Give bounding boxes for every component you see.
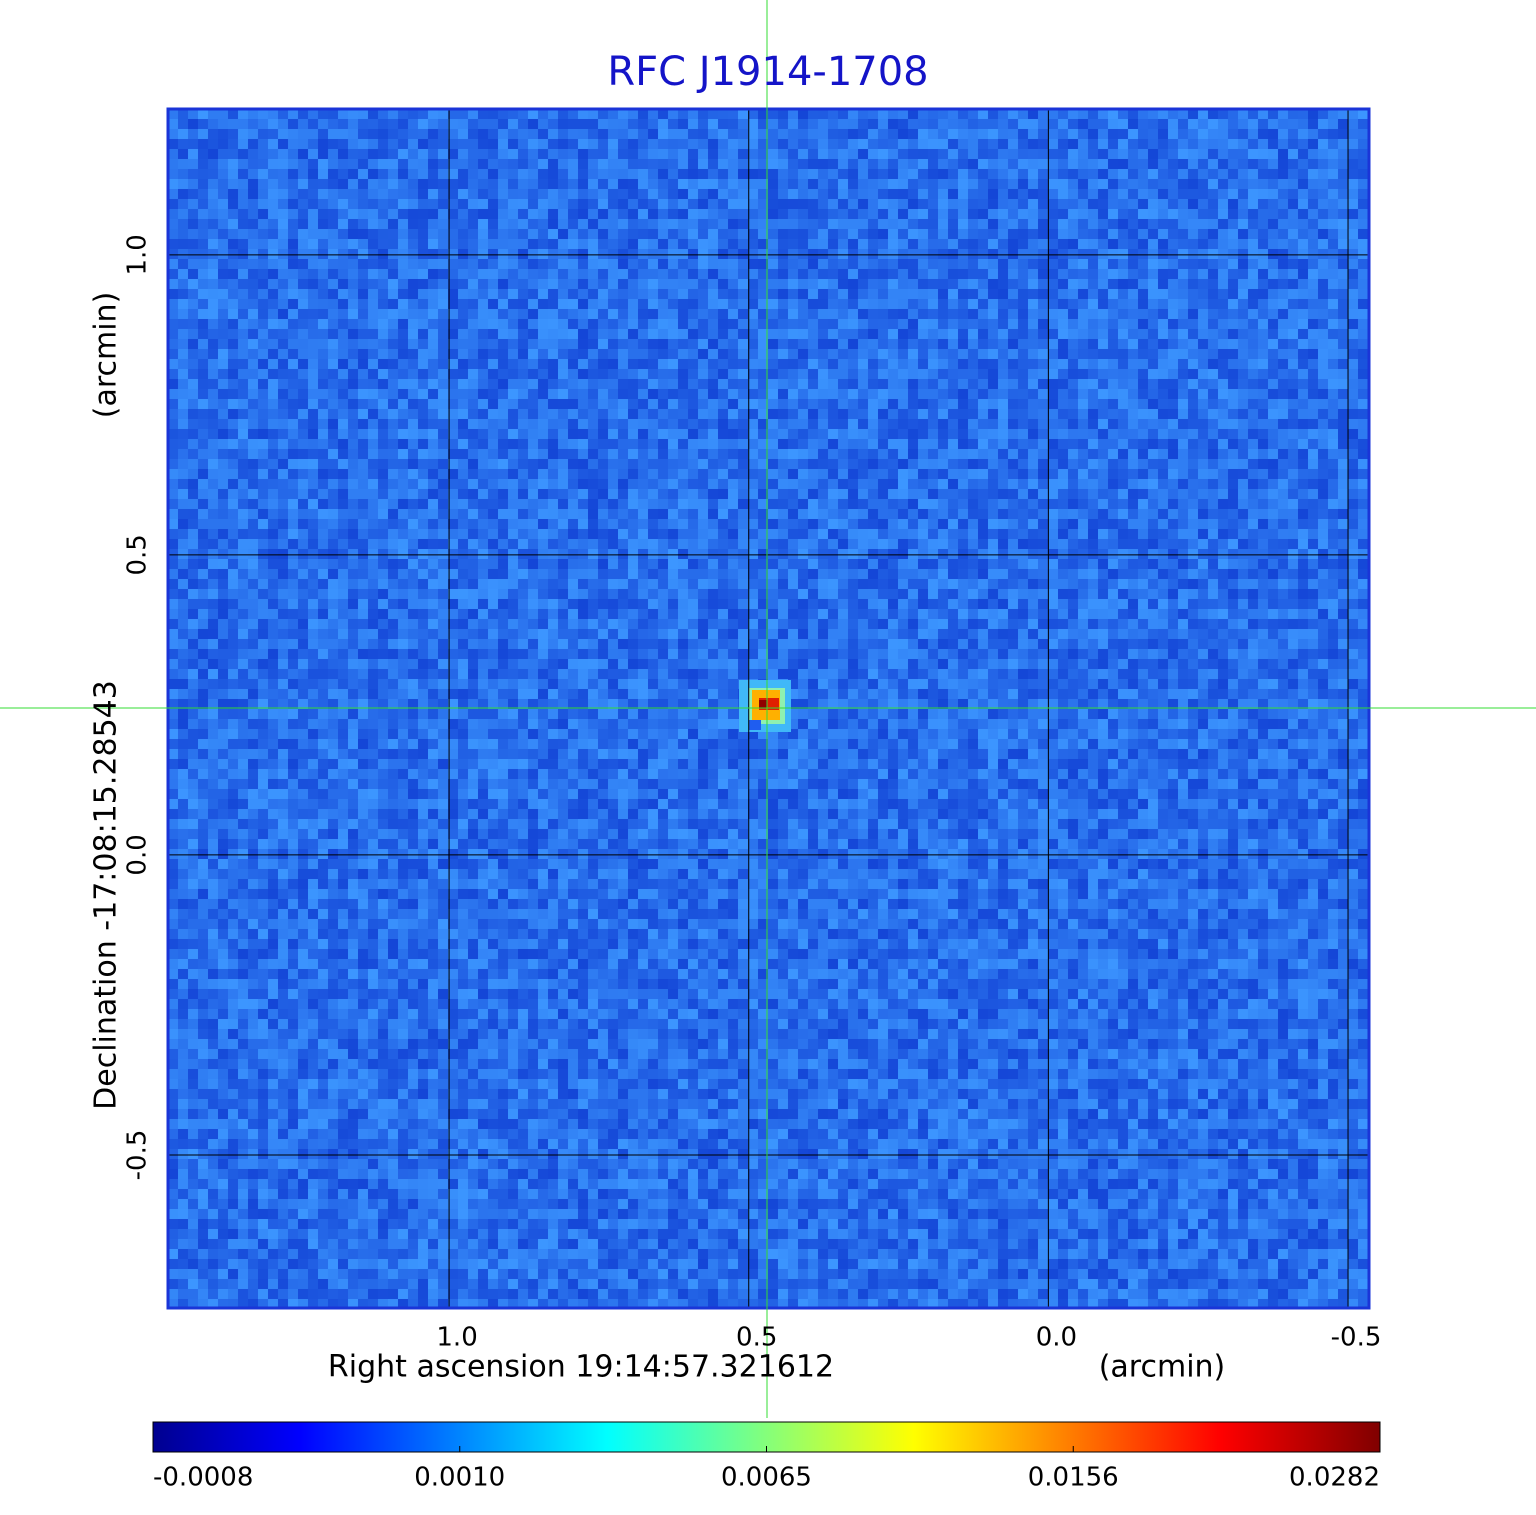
x-axis-unit: (arcmin): [1099, 1350, 1226, 1385]
y-tick-label: 0.5: [123, 534, 153, 575]
y-tick-label: -0.5: [123, 1130, 153, 1181]
y-axis-label: Declination -17:08:15.28543: [89, 680, 124, 1110]
colorbar-tick-label: 0.0156: [1028, 1463, 1119, 1493]
colorbar-tick-label: 0.0065: [721, 1463, 812, 1493]
colorbar-tick-label: -0.0008: [153, 1463, 253, 1493]
y-tick-label: 1.0: [123, 234, 153, 275]
x-tick-label: 1.0: [436, 1323, 477, 1353]
chart-title: RFC J1914-1708: [607, 49, 928, 95]
source: [739, 680, 791, 732]
x-tick-label: 0.0: [1036, 1323, 1077, 1353]
x-tick-label: -0.5: [1331, 1323, 1382, 1353]
y-axis-unit: (arcmin): [89, 292, 124, 419]
colorbar-tick-label: 0.0282: [1289, 1463, 1380, 1493]
y-tick-label: 0.0: [123, 834, 153, 875]
x-tick-label: 0.5: [736, 1323, 777, 1353]
x-axis-label: Right ascension 19:14:57.321612: [328, 1350, 834, 1385]
colorbar-tick-label: 0.0010: [414, 1463, 505, 1493]
